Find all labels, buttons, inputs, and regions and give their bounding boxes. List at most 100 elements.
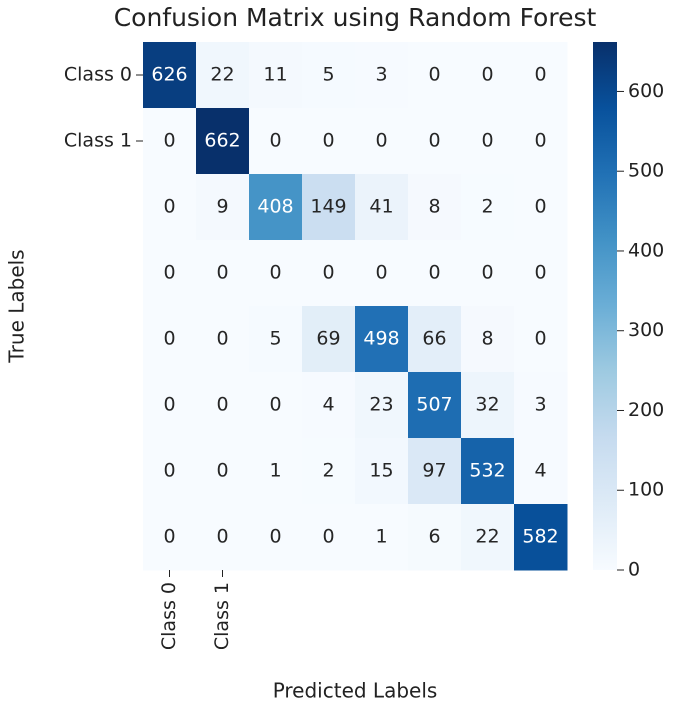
heatmap-cell	[461, 504, 515, 571]
heatmap-cell	[249, 42, 303, 109]
cell-label: 0	[216, 262, 228, 284]
cell-label: 1	[375, 526, 387, 548]
heatmap-cell	[249, 438, 303, 505]
cell-label: 69	[316, 328, 340, 350]
cell-label: 0	[216, 460, 228, 482]
heatmap-cell	[461, 42, 515, 109]
heatmap-cell	[355, 174, 409, 241]
y-tick-label: Class 1	[64, 130, 132, 152]
cell-label: 0	[269, 262, 281, 284]
heatmap-cell	[461, 372, 515, 439]
cell-label: 1	[269, 460, 281, 482]
heatmap-cell	[514, 306, 568, 373]
cell-label: 8	[428, 196, 440, 218]
heatmap-cell	[408, 372, 462, 439]
heatmap-cell	[408, 108, 462, 175]
cell-label: 0	[163, 196, 175, 218]
colorbar-tick-label: 500	[628, 160, 664, 182]
cell-label: 507	[416, 394, 452, 416]
heatmap-cell	[196, 174, 250, 241]
colorbar-tick-label: 400	[628, 239, 664, 261]
heatmap-cell	[514, 108, 568, 175]
heatmap-cell	[514, 372, 568, 439]
heatmap-cell	[461, 240, 515, 307]
heatmap-cell	[143, 240, 197, 307]
heatmap-cell	[355, 240, 409, 307]
cell-label: 0	[375, 262, 387, 284]
heatmap-cell	[514, 438, 568, 505]
heatmap-cell	[408, 174, 462, 241]
cell-label: 66	[422, 328, 446, 350]
heatmap-cell	[249, 372, 303, 439]
cell-label: 0	[163, 394, 175, 416]
cell-label: 0	[163, 328, 175, 350]
colorbar-tick-label: 100	[628, 479, 664, 501]
heatmap-cell	[355, 372, 409, 439]
heatmap-cell	[408, 240, 462, 307]
cell-label: 0	[428, 262, 440, 284]
heatmap-cell	[408, 42, 462, 109]
cell-label: 0	[481, 64, 493, 86]
cell-label: 0	[481, 130, 493, 152]
heatmap-cell	[196, 108, 250, 175]
heatmap-cell	[302, 42, 356, 109]
cell-label: 8	[481, 328, 493, 350]
colorbar-tick-label: 300	[628, 319, 664, 341]
heatmap-cell	[461, 174, 515, 241]
colorbar-tick-label: 0	[628, 559, 640, 581]
heatmap-cell	[355, 504, 409, 571]
cell-label: 22	[210, 64, 234, 86]
heatmap-cell	[196, 42, 250, 109]
heatmap-cell	[196, 240, 250, 307]
heatmap-cell	[302, 240, 356, 307]
cell-label: 4	[534, 460, 546, 482]
cell-label: 0	[269, 526, 281, 548]
cell-label: 0	[163, 262, 175, 284]
heatmap-cell	[143, 174, 197, 241]
cell-label: 2	[322, 460, 334, 482]
cell-label: 41	[369, 196, 393, 218]
cell-label: 0	[481, 262, 493, 284]
heatmap-cell	[302, 108, 356, 175]
colorbar-tick-label: 600	[628, 80, 664, 102]
heatmap-cell	[514, 240, 568, 307]
cell-label: 0	[269, 130, 281, 152]
cell-label: 11	[263, 64, 287, 86]
heatmap-cell	[514, 42, 568, 109]
cell-label: 498	[363, 328, 399, 350]
cell-label: 626	[151, 64, 187, 86]
cell-label: 0	[375, 130, 387, 152]
cell-label: 3	[375, 64, 387, 86]
cell-label: 5	[269, 328, 281, 350]
cell-label: 0	[534, 328, 546, 350]
cell-label: 3	[534, 394, 546, 416]
cell-label: 5	[322, 64, 334, 86]
heatmap-cell	[143, 372, 197, 439]
x-tick-label: Class 1	[211, 582, 233, 650]
cell-label: 0	[163, 460, 175, 482]
heatmap-cell	[355, 108, 409, 175]
heatmap-cell	[143, 306, 197, 373]
cell-label: 0	[322, 130, 334, 152]
cell-label: 97	[422, 460, 446, 482]
colorbar	[593, 42, 617, 570]
heatmap-cell	[514, 504, 568, 571]
cell-label: 0	[428, 64, 440, 86]
heatmap-cell	[249, 174, 303, 241]
heatmap-cell	[302, 306, 356, 373]
cell-label: 23	[369, 394, 393, 416]
cell-label: 532	[469, 460, 505, 482]
heatmap-cell	[143, 438, 197, 505]
cell-label: 22	[475, 526, 499, 548]
heatmap-cell	[461, 438, 515, 505]
heatmap-cell	[302, 438, 356, 505]
cell-label: 4	[322, 394, 334, 416]
heatmap-cell	[302, 174, 356, 241]
cell-label: 0	[322, 526, 334, 548]
heatmap-cell	[514, 174, 568, 241]
heatmap-cell	[249, 108, 303, 175]
cell-label: 662	[204, 130, 240, 152]
heatmap-cell	[355, 306, 409, 373]
cell-label: 408	[257, 196, 293, 218]
